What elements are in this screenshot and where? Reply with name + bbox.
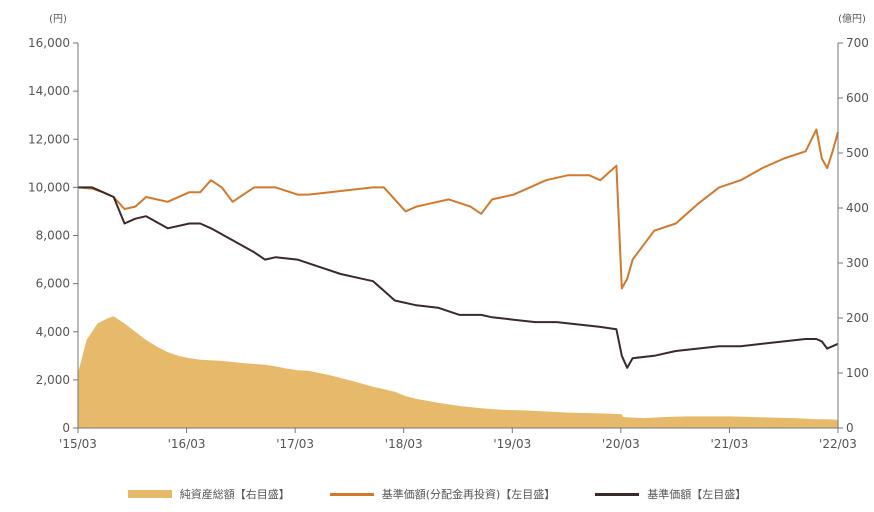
right-tick-label: 500: [846, 146, 869, 160]
nav-line: [78, 186, 839, 369]
price-lines-layer: [77, 128, 839, 369]
reinvested-nav-line: [77, 128, 839, 290]
x-tick-label: '19/03: [493, 437, 531, 451]
left-tick-label: 10,000: [28, 180, 70, 194]
legend: 純資産総額【右目盛】 基準価額(分配金再投資)【左目盛】 基準価額【左目盛】: [0, 482, 874, 506]
x-tick-label: '15/03: [59, 437, 97, 451]
right-tick-label: 700: [846, 36, 869, 50]
right-tick-label: 600: [846, 91, 869, 105]
left-tick-label: 8,000: [36, 229, 70, 243]
left-tick-label: 16,000: [28, 36, 70, 50]
right-tick-label: 200: [846, 311, 869, 325]
legend-item-nav: 基準価額【左目盛】: [595, 486, 746, 502]
legend-swatch-reinvested-nav: [329, 492, 374, 496]
legend-item-reinvested-nav: 基準価額(分配金再投資)【左目盛】: [329, 486, 556, 502]
legend-label-reinvested-nav: 基準価額(分配金再投資)【左目盛】: [381, 488, 556, 501]
right-axis-ticks: 0 100 200 300 400 500 600 700: [838, 36, 869, 435]
x-axis-ticks: '15/03 '16/03 '17/03 '18/03 '19/03 '20/03 '21/…: [59, 428, 857, 451]
x-tick-label: '17/03: [276, 437, 314, 451]
x-tick-label: '16/03: [168, 437, 206, 451]
left-axis-unit: (円): [49, 14, 67, 25]
net-assets-area: [78, 316, 838, 428]
left-tick-label: 6,000: [36, 277, 70, 291]
x-tick-label: '22/03: [819, 437, 857, 451]
legend-label-nav: 基準価額【左目盛】: [647, 488, 747, 501]
legend-item-net-assets: 純資産総額【右目盛】: [127, 486, 290, 502]
legend-swatch-nav: [595, 492, 640, 496]
legend-label-net-assets: 純資産総額【右目盛】: [179, 488, 290, 501]
chart: 0 2,000 4,000 6,000 8,000 10,000 12,000 14,000 1…: [28, 12, 869, 451]
right-axis-unit: (億円): [838, 12, 866, 25]
right-tick-label: 400: [846, 201, 869, 215]
left-tick-label: 2,000: [36, 373, 70, 387]
x-tick-label: '20/03: [602, 437, 640, 451]
legend-swatch-net-assets: [127, 490, 172, 498]
left-tick-label: 12,000: [28, 132, 70, 146]
left-tick-label: 4,000: [36, 325, 70, 339]
x-tick-label: '21/03: [710, 437, 748, 451]
left-axis-ticks: 0 2,000 4,000 6,000 8,000 10,000 12,000 14,000 1…: [28, 36, 78, 435]
left-tick-label: 0: [62, 421, 70, 435]
net-assets-area-layer: [78, 316, 838, 428]
left-tick-label: 14,000: [28, 84, 70, 98]
right-tick-label: 0: [846, 421, 854, 435]
right-tick-label: 100: [846, 366, 869, 380]
x-tick-label: '18/03: [385, 437, 423, 451]
right-tick-label: 300: [846, 256, 869, 270]
